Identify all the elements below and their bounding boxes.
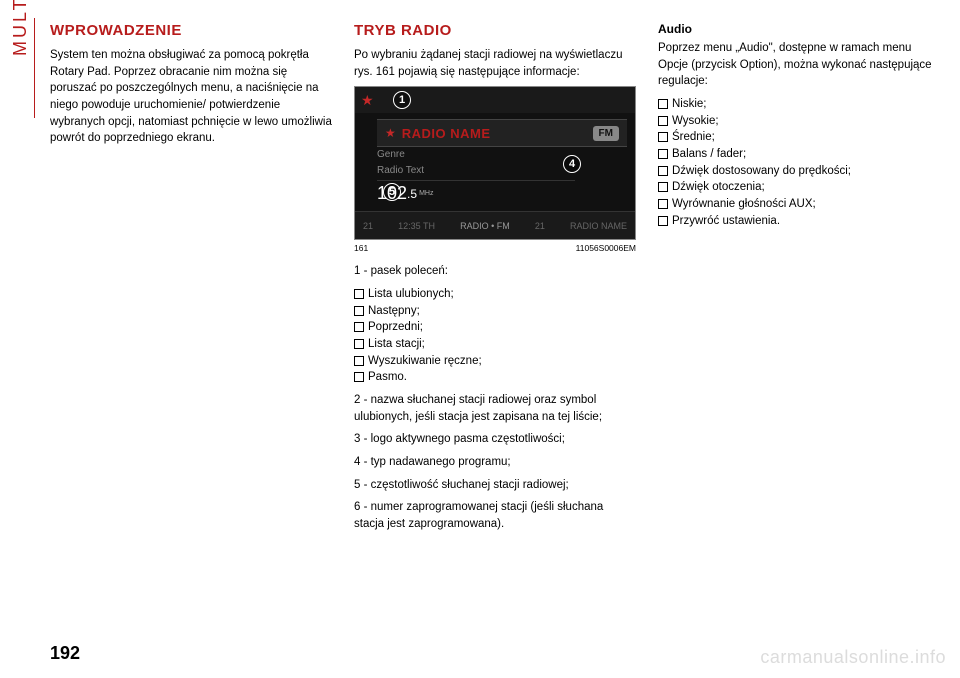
- figure-code: 11056S0006EM: [576, 243, 636, 253]
- list-item: Lista stacji;: [354, 336, 636, 353]
- radio-screenshot: ★ 1 2 3 4 5 6 ★ RADIO NAME FM: [354, 86, 636, 240]
- list1-intro: 1 - pasek poleceń:: [354, 263, 636, 280]
- radio-figure: ★ 1 2 3 4 5 6 ★ RADIO NAME FM: [354, 86, 636, 253]
- heading-radio: TRYB RADIO: [354, 22, 636, 39]
- desc-3: 3 - logo aktywnego pasma częstotliwości;: [354, 431, 636, 448]
- desc-4: 4 - typ nadawanego programu;: [354, 454, 636, 471]
- col-radio: TRYB RADIO Po wybraniu żądanej stacji ra…: [354, 22, 636, 620]
- intro-paragraph: System ten można obsługiwać za pomocą po…: [50, 47, 332, 147]
- list-item: Następny;: [354, 303, 636, 320]
- radio-status-bar: 21 12:35 TH RADIO • FM 21 RADIO NAME: [355, 211, 635, 239]
- status-center: RADIO • FM: [460, 221, 510, 231]
- command-list: Lista ulubionych; Następny; Poprzedni; L…: [354, 286, 636, 386]
- status-time: 12:35 TH: [398, 221, 435, 231]
- fav-star-icon: ★: [385, 126, 396, 140]
- list-item: Lista ulubionych;: [354, 286, 636, 303]
- list-item: Dźwięk otoczenia;: [658, 179, 940, 196]
- freq-main: 102: [377, 183, 407, 204]
- heading-intro: WPROWADZENIE: [50, 22, 332, 39]
- star-icon: ★: [361, 92, 374, 109]
- list-item: Niskie;: [658, 96, 940, 113]
- list-item: Wyszukiwanie ręczne;: [354, 353, 636, 370]
- status-right-num: 21: [535, 221, 545, 231]
- col-intro: WPROWADZENIE System ten można obsługiwać…: [50, 22, 332, 620]
- status-center-text: RADIO • FM: [460, 221, 510, 231]
- freq-unit: MHz: [419, 190, 433, 197]
- list-item: Wysokie;: [658, 113, 940, 130]
- figure-number: 161: [354, 243, 368, 253]
- audio-list: Niskie; Wysokie; Średnie; Balans / fader…: [658, 96, 940, 229]
- freq-decimal: .5: [407, 187, 417, 201]
- list-item: Średnie;: [658, 129, 940, 146]
- list-item: Przywróć ustawienia.: [658, 213, 940, 230]
- radio-name-row: ★ RADIO NAME FM: [377, 119, 627, 147]
- desc-2: 2 - nazwa słuchanej stacji radiowej oraz…: [354, 392, 636, 425]
- list-item: Pasmo.: [354, 369, 636, 386]
- radio-text: Radio Text: [377, 165, 575, 181]
- desc-5: 5 - częstotliwość słuchanej stacji radio…: [354, 477, 636, 494]
- list-item: Dźwięk dostosowany do prędkości;: [658, 163, 940, 180]
- list-item: Balans / fader;: [658, 146, 940, 163]
- side-rule: [34, 18, 35, 118]
- radio-intro: Po wybraniu żądanej stacji radiowej na w…: [354, 47, 636, 80]
- status-left-num: 21: [363, 221, 373, 231]
- desc-6: 6 - numer zaprogramowanej stacji (jeśli …: [354, 499, 636, 532]
- radio-station-name: RADIO NAME: [402, 126, 491, 141]
- radio-frequency: 102.5 MHz: [377, 183, 627, 204]
- heading-audio: Audio: [658, 22, 940, 36]
- col-audio: Audio Poprzez menu „Audio", dostępne w r…: [658, 22, 940, 620]
- audio-paragraph: Poprzez menu „Audio", dostępne w ramach …: [658, 40, 940, 90]
- list-item: Wyrównanie głośności AUX;: [658, 196, 940, 213]
- fm-badge: FM: [593, 126, 619, 141]
- radio-genre: Genre: [377, 149, 627, 160]
- manual-page: MULTIMEDIA WPROWADZENIE System ten można…: [0, 0, 960, 678]
- watermark: carmanualsonline.info: [760, 647, 946, 668]
- figure-caption: 161 11056S0006EM: [354, 243, 636, 253]
- status-right-text: RADIO NAME: [570, 221, 627, 231]
- list-item: Poprzedni;: [354, 319, 636, 336]
- content-columns: WPROWADZENIE System ten można obsługiwać…: [50, 22, 940, 620]
- section-label: MULTIMEDIA: [10, 0, 31, 56]
- page-number: 192: [50, 643, 80, 664]
